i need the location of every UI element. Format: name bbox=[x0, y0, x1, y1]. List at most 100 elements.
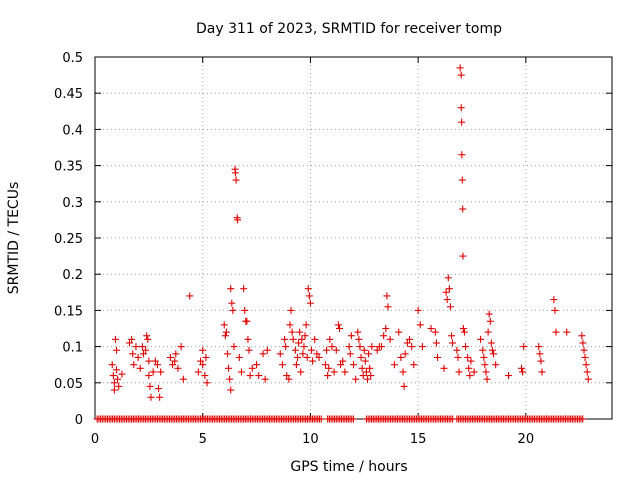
data-point bbox=[194, 368, 202, 376]
data-point bbox=[299, 350, 307, 358]
data-point bbox=[302, 321, 310, 329]
data-point bbox=[352, 375, 360, 383]
data-point bbox=[240, 285, 248, 293]
data-point bbox=[470, 368, 478, 376]
data-point bbox=[427, 325, 435, 332]
data-point bbox=[199, 361, 207, 369]
data-point bbox=[458, 118, 466, 126]
data-point bbox=[443, 296, 451, 304]
data-point bbox=[355, 335, 363, 343]
data-point bbox=[287, 306, 295, 314]
data-point bbox=[259, 350, 267, 358]
data-point bbox=[186, 292, 194, 300]
data-point bbox=[366, 364, 374, 372]
data-point bbox=[360, 346, 368, 354]
data-point bbox=[350, 361, 357, 369]
data-point bbox=[583, 368, 591, 376]
data-point bbox=[458, 151, 466, 159]
data-point bbox=[307, 346, 315, 354]
data-point bbox=[397, 353, 405, 361]
data-point bbox=[288, 328, 296, 336]
data-point bbox=[365, 350, 373, 358]
data-point bbox=[368, 343, 376, 351]
data-point bbox=[408, 343, 416, 351]
data-point bbox=[330, 368, 338, 376]
data-point bbox=[361, 357, 369, 365]
y-tick-label: 0.35 bbox=[54, 160, 83, 175]
data-point bbox=[418, 343, 426, 351]
data-point bbox=[113, 366, 121, 374]
data-point bbox=[581, 353, 589, 361]
data-point bbox=[203, 379, 211, 387]
data-point bbox=[350, 415, 357, 423]
data-point bbox=[390, 361, 398, 369]
data-point bbox=[578, 332, 586, 340]
data-point bbox=[520, 343, 528, 351]
data-point bbox=[139, 350, 147, 358]
data-point bbox=[157, 368, 165, 376]
data-point bbox=[228, 299, 236, 307]
data-point bbox=[449, 339, 457, 347]
data-point bbox=[166, 353, 174, 361]
x-tick-label: 10 bbox=[302, 432, 319, 447]
data-point bbox=[149, 368, 157, 376]
y-tick-label: 0.05 bbox=[54, 377, 83, 392]
data-point bbox=[301, 332, 309, 340]
x-tick-label: 15 bbox=[410, 432, 427, 447]
data-point bbox=[283, 372, 291, 380]
x-tick-label: 0 bbox=[91, 432, 99, 447]
data-point bbox=[289, 335, 297, 343]
data-point bbox=[386, 335, 394, 343]
data-point bbox=[537, 357, 545, 365]
data-point bbox=[201, 372, 209, 380]
data-point bbox=[199, 346, 207, 354]
data-point bbox=[431, 328, 439, 336]
data-point bbox=[551, 306, 559, 314]
data-point bbox=[326, 335, 334, 343]
data-point bbox=[487, 339, 495, 347]
data-point bbox=[315, 353, 323, 361]
data-point bbox=[466, 372, 474, 380]
data-point bbox=[296, 328, 304, 336]
data-point bbox=[171, 357, 179, 365]
data-point bbox=[202, 353, 210, 361]
data-point bbox=[457, 104, 465, 112]
data-point bbox=[580, 346, 588, 354]
data-point bbox=[197, 357, 205, 365]
data-point bbox=[317, 415, 325, 423]
data-point bbox=[246, 372, 254, 380]
data-point bbox=[550, 296, 558, 304]
data-point bbox=[347, 332, 355, 340]
data-point bbox=[455, 368, 463, 376]
data-point bbox=[358, 364, 366, 372]
data-point bbox=[114, 375, 122, 383]
data-point bbox=[156, 393, 164, 401]
data-point bbox=[234, 216, 242, 224]
data-point bbox=[174, 364, 182, 372]
data-point bbox=[303, 353, 311, 361]
data-point bbox=[291, 346, 299, 354]
y-tick-label: 0.25 bbox=[54, 232, 83, 247]
data-point bbox=[295, 339, 303, 347]
data-point bbox=[118, 370, 126, 378]
data-point bbox=[434, 353, 442, 361]
data-point bbox=[323, 346, 331, 354]
data-point bbox=[479, 346, 487, 354]
data-point bbox=[113, 346, 121, 354]
y-tick-label: 0.5 bbox=[62, 51, 83, 66]
data-point bbox=[231, 169, 239, 177]
data-point bbox=[110, 379, 118, 387]
data-point bbox=[382, 325, 390, 332]
data-point bbox=[482, 368, 490, 376]
data-point bbox=[110, 386, 118, 394]
y-tick-label: 0 bbox=[75, 413, 83, 428]
data-point bbox=[416, 321, 424, 329]
data-point bbox=[477, 335, 485, 343]
data-point bbox=[334, 321, 342, 329]
chart-title: Day 311 of 2023, SRMTID for receiver tom… bbox=[196, 21, 502, 37]
y-tick-label: 0.45 bbox=[54, 87, 83, 102]
data-point bbox=[432, 339, 440, 347]
data-point bbox=[552, 328, 560, 336]
data-point bbox=[143, 332, 151, 340]
